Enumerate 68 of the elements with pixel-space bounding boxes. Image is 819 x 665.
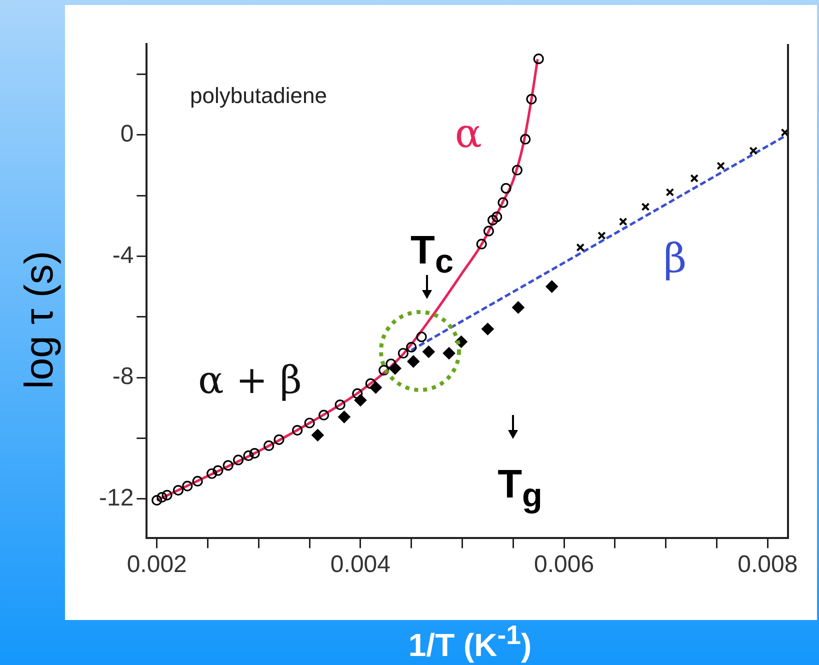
point — [243, 450, 254, 462]
point — [206, 468, 218, 479]
y-tick-label: -12 — [99, 484, 134, 512]
annotation: T$_{g}$ — [498, 462, 542, 516]
point — [192, 476, 203, 486]
point — [386, 358, 396, 370]
point — [512, 301, 524, 314]
point — [304, 418, 315, 428]
annotation: T$_{c}$ — [410, 228, 454, 282]
point — [312, 429, 324, 442]
point — [233, 454, 244, 466]
point — [520, 134, 531, 144]
point — [156, 492, 168, 503]
point — [498, 197, 508, 208]
point — [338, 410, 350, 423]
annotation: α + β — [198, 358, 302, 402]
point — [492, 212, 502, 222]
point — [666, 188, 674, 196]
y-tick-label: 0 — [120, 120, 134, 148]
point — [406, 342, 417, 352]
point — [641, 202, 650, 211]
y-tick-label: -4 — [112, 242, 134, 269]
point — [690, 174, 699, 182]
point — [378, 364, 390, 376]
point — [212, 465, 224, 476]
point — [482, 323, 494, 335]
series-label: α — [454, 111, 482, 158]
point — [483, 226, 494, 236]
series-label: β — [663, 236, 687, 282]
x-tick-label: 0.002 — [126, 551, 187, 578]
point — [598, 231, 606, 240]
y-axis-title: log τ (s) — [18, 250, 62, 390]
point — [152, 495, 162, 506]
point — [249, 448, 260, 459]
point — [172, 484, 184, 496]
point — [407, 355, 420, 368]
point — [162, 490, 172, 500]
point — [533, 54, 544, 64]
point — [716, 162, 725, 170]
point — [292, 424, 303, 436]
point — [526, 94, 537, 104]
point — [443, 347, 456, 360]
point — [222, 460, 234, 471]
point — [476, 238, 487, 250]
annotation: polybutadiene — [190, 83, 328, 109]
point — [334, 399, 346, 410]
x-tick-label: 0.006 — [534, 551, 594, 578]
point — [416, 332, 427, 342]
x-tick-label: 0.004 — [330, 551, 390, 578]
point — [182, 480, 193, 492]
y-tick-label: -8 — [112, 363, 134, 390]
point — [576, 243, 585, 252]
point — [352, 388, 363, 399]
point — [749, 146, 758, 155]
point — [487, 214, 498, 226]
point — [398, 348, 409, 359]
x-axis-title: 1/T (K$^{-1}$) — [408, 620, 532, 664]
point — [500, 183, 512, 194]
point — [264, 440, 274, 452]
point — [780, 128, 788, 137]
point — [422, 346, 435, 358]
point — [318, 410, 330, 420]
point — [546, 280, 558, 293]
point — [274, 434, 284, 445]
x-tick-label: 0.008 — [738, 551, 798, 578]
point — [618, 217, 628, 226]
point — [365, 378, 376, 389]
point — [512, 164, 523, 176]
